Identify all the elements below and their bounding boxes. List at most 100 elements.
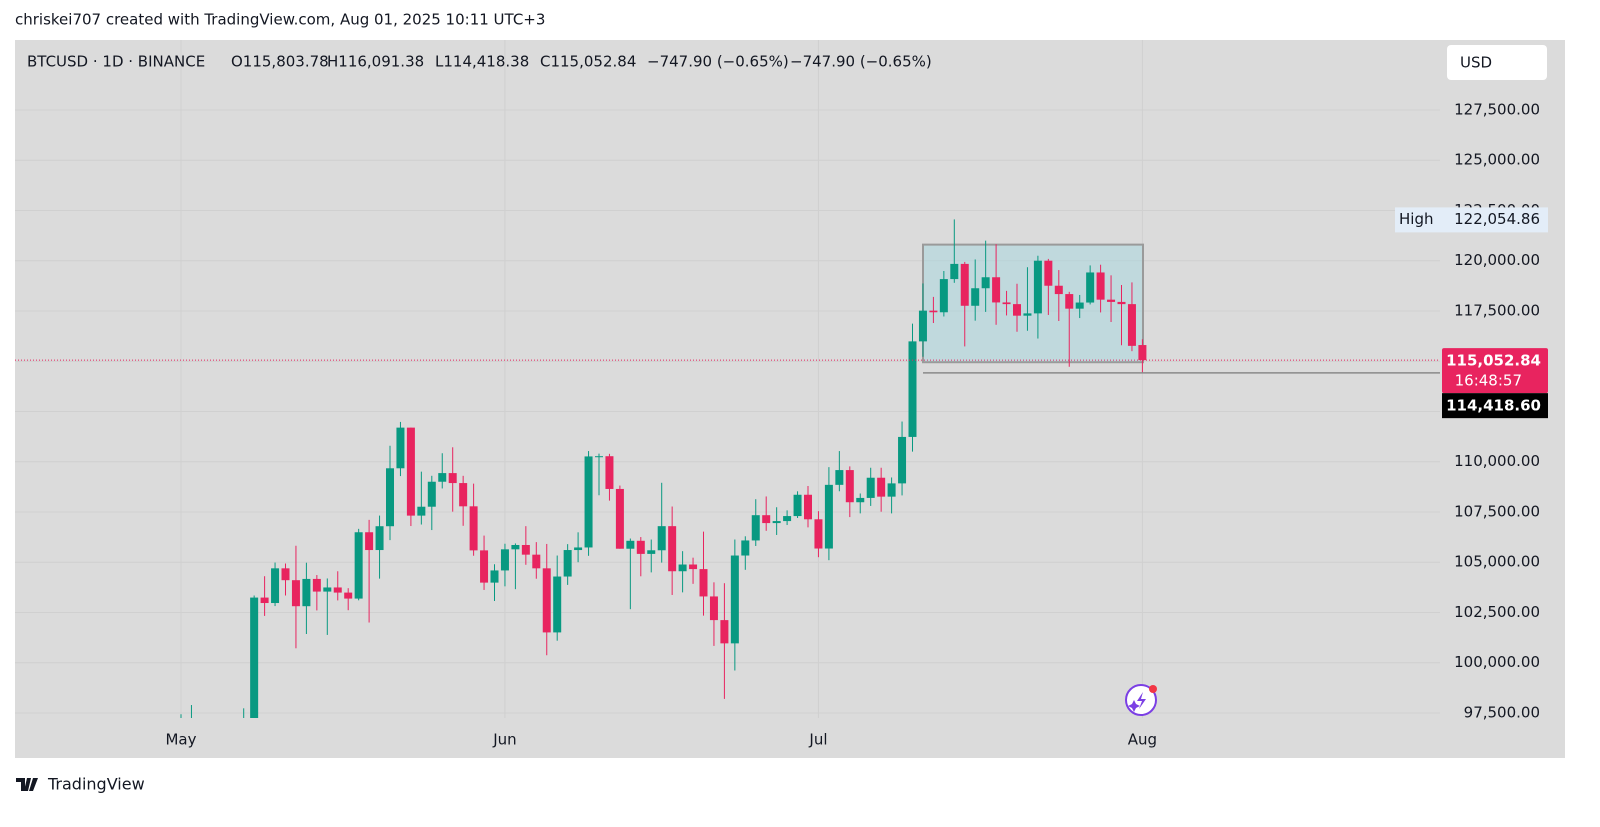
body [302, 578, 311, 607]
icon-bolt[interactable] [1137, 692, 1146, 709]
body [793, 494, 802, 517]
legend-item: H116,091.38 [327, 53, 424, 71]
x-tick-label: Jul [808, 731, 827, 749]
legend-item: O115,803.78 [231, 53, 329, 71]
chart-frame [15, 40, 1565, 758]
body [323, 587, 332, 592]
body [971, 288, 980, 306]
body [877, 477, 886, 497]
plot [15, 40, 1440, 778]
body [480, 550, 489, 583]
body [1054, 285, 1063, 295]
body [1096, 272, 1105, 300]
x-tick-label: Aug [1128, 731, 1157, 749]
body [1033, 260, 1042, 314]
body [490, 570, 499, 583]
icon-spark[interactable] [1128, 700, 1140, 712]
body [354, 532, 363, 599]
y-tick-label: 125,000.00 [1454, 151, 1540, 169]
body [563, 550, 572, 577]
credit: chriskei707 created with TradingView.com… [15, 11, 545, 29]
body [271, 568, 280, 604]
body [772, 521, 781, 524]
body [918, 310, 927, 342]
body [1044, 260, 1053, 286]
body [709, 596, 718, 621]
body [532, 554, 541, 569]
body [741, 540, 750, 556]
body [960, 263, 969, 306]
body [521, 544, 530, 555]
legend-item: C115,052.84 [540, 53, 636, 71]
body [448, 473, 457, 484]
body [469, 506, 478, 551]
currency[interactable]: USD [1460, 54, 1492, 72]
body [438, 473, 447, 482]
body [615, 488, 624, 549]
body [939, 279, 948, 313]
y-tick-label: 127,500.00 [1454, 100, 1540, 118]
body [1075, 302, 1084, 309]
body [500, 549, 509, 571]
x-tick-label: Jun [492, 731, 516, 749]
body [845, 470, 854, 503]
body [219, 769, 227, 778]
body [804, 494, 812, 520]
body [1013, 304, 1021, 316]
body [375, 526, 384, 551]
high-label-text: High [1399, 210, 1433, 228]
body [459, 483, 468, 507]
body [992, 277, 1001, 303]
body [751, 515, 760, 541]
body [250, 597, 259, 718]
body [814, 519, 823, 549]
body [657, 526, 666, 551]
body [281, 568, 290, 581]
body [626, 540, 635, 549]
body [312, 578, 321, 592]
body [333, 587, 342, 593]
last-price-box [1442, 348, 1548, 394]
axes: 97,500.00 100,000.00 102,500.00 105,000.00 1… [165, 100, 1548, 749]
y-tick-label: 97,500.00 [1464, 703, 1540, 721]
body [1138, 345, 1147, 361]
body [668, 526, 677, 572]
currency-button[interactable] [1447, 45, 1547, 80]
body [291, 580, 300, 607]
body [783, 516, 792, 522]
body [1086, 272, 1095, 303]
body [1002, 302, 1011, 305]
body [406, 427, 415, 516]
y-tick-label: 110,000.00 [1454, 452, 1540, 470]
body [866, 477, 875, 498]
body [260, 597, 269, 604]
assistant-icon[interactable] [1125, 684, 1157, 716]
legend-item: BTCUSD · 1D · BINANCE [27, 53, 205, 71]
body [950, 263, 959, 280]
body [427, 481, 436, 507]
body [553, 576, 562, 633]
x-tick-label: May [165, 731, 196, 749]
body [835, 470, 844, 485]
body [981, 277, 990, 289]
body [386, 468, 394, 527]
y-tick-label: 107,500.00 [1454, 502, 1540, 520]
body [856, 497, 865, 503]
body [908, 341, 917, 437]
body [699, 569, 708, 597]
body [595, 456, 603, 458]
range-box [922, 243, 1144, 364]
body [511, 544, 520, 550]
body [1127, 304, 1136, 346]
body [887, 483, 896, 497]
high-label-value: 122,054.86 [1454, 210, 1540, 228]
hline-box [1442, 393, 1548, 419]
body [636, 540, 645, 554]
body [1023, 313, 1032, 316]
body [365, 532, 374, 551]
icon-dot[interactable] [1149, 685, 1157, 693]
body [730, 555, 739, 644]
y-tick-label: 120,000.00 [1454, 251, 1540, 269]
